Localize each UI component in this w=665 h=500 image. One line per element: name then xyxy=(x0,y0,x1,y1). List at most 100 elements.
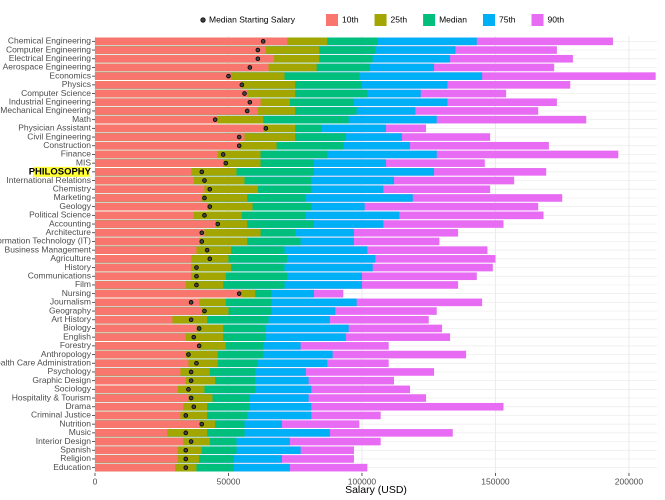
x-tick-label: 50000 xyxy=(217,476,241,486)
y-tick-label: International Relations xyxy=(6,175,91,185)
bar xyxy=(95,420,200,428)
bar xyxy=(95,185,205,194)
bar xyxy=(95,298,200,307)
y-tick-label: Math xyxy=(72,114,91,124)
bar xyxy=(95,54,274,63)
bar xyxy=(95,107,258,115)
median-marker xyxy=(196,326,202,331)
median-marker xyxy=(183,465,189,470)
median-marker xyxy=(202,213,207,218)
bar xyxy=(95,463,176,472)
median-marker xyxy=(223,160,229,166)
y-tick-label: History xyxy=(65,262,92,272)
bar xyxy=(95,385,178,394)
y-tick-label: Forestry xyxy=(60,340,92,350)
bar xyxy=(95,46,266,54)
bar xyxy=(95,402,184,411)
median-marker xyxy=(186,387,191,392)
bar xyxy=(95,281,186,289)
bar xyxy=(95,333,186,341)
legend-swatch xyxy=(374,14,387,26)
y-tick-label: Spanish xyxy=(60,445,91,455)
bar xyxy=(95,98,261,107)
median-marker xyxy=(183,413,189,418)
median-marker xyxy=(202,308,207,314)
legend-swatch xyxy=(482,14,495,26)
median-marker xyxy=(260,39,266,44)
y-tick-label: Sociology xyxy=(54,384,92,394)
y-tick-label: Physician Assistant xyxy=(18,123,91,133)
median-marker xyxy=(188,300,194,305)
legend-swatch xyxy=(531,14,544,26)
y-tick-label: Interior Design xyxy=(36,436,92,446)
median-marker xyxy=(247,65,253,70)
median-marker xyxy=(236,291,242,296)
bar xyxy=(95,324,197,333)
median-marker xyxy=(215,221,221,227)
y-tick-label: Mechanical Engineering xyxy=(0,105,91,115)
y-tick-label: Political Science xyxy=(29,210,91,220)
y-tick-label: Art History xyxy=(51,314,91,324)
bar xyxy=(95,176,194,185)
median-marker xyxy=(199,230,205,236)
median-marker xyxy=(207,186,213,192)
median-marker xyxy=(202,195,207,201)
median-marker xyxy=(207,204,213,209)
y-tick-label: Construction xyxy=(43,140,91,150)
y-tick-label: Music xyxy=(69,427,92,437)
median-marker xyxy=(188,378,194,383)
median-marker xyxy=(199,239,205,244)
bar xyxy=(95,307,202,315)
x-tick-label: 150000 xyxy=(481,476,510,486)
y-tick-label: Economics xyxy=(49,70,91,80)
median-marker xyxy=(194,273,199,279)
y-tick-label: Architecture xyxy=(46,227,92,237)
legend: Median Starting Salary 10th 25th Median 75th… xyxy=(200,14,565,26)
median-marker xyxy=(183,430,189,436)
bar xyxy=(95,89,248,98)
y-tick-label: Education xyxy=(53,462,91,472)
legend-swatch xyxy=(423,14,436,26)
y-tick-label: Religion xyxy=(60,453,91,463)
bar xyxy=(95,37,288,46)
y-tick-label: Electrical Engineering xyxy=(9,53,91,63)
median-marker xyxy=(188,369,194,375)
bar xyxy=(95,211,194,220)
legend-label: 10th xyxy=(342,14,359,24)
median-marker xyxy=(183,447,189,453)
y-tick-label: Industrial Engineering xyxy=(9,97,91,107)
x-tick-label: 0 xyxy=(93,476,98,486)
bar xyxy=(95,411,181,420)
y-tick-label: Anthropology xyxy=(41,349,92,359)
y-tick-label: Physics xyxy=(62,79,91,89)
bar xyxy=(95,272,192,281)
legend-marker xyxy=(200,17,206,23)
median-marker xyxy=(191,334,197,340)
x-tick-label: 200000 xyxy=(615,476,644,486)
y-tick-label: Finance xyxy=(61,149,92,159)
median-marker xyxy=(207,256,213,262)
bar xyxy=(95,141,240,150)
bar xyxy=(95,63,269,72)
median-marker xyxy=(199,169,205,175)
median-marker xyxy=(242,91,247,96)
bar xyxy=(95,194,202,202)
median-marker xyxy=(255,47,261,53)
bar xyxy=(95,220,216,228)
bar xyxy=(95,289,242,298)
bar xyxy=(95,437,184,446)
median-marker xyxy=(186,352,191,357)
bar xyxy=(95,455,178,463)
median-marker xyxy=(220,152,226,157)
y-tick-label: Civil Engineering xyxy=(27,131,91,141)
y-tick-label: Communications xyxy=(28,271,91,281)
bar xyxy=(95,342,200,350)
bar xyxy=(95,150,218,159)
legend-label: Median Starting Salary xyxy=(209,14,296,24)
y-tick-label: Agriculture xyxy=(50,253,91,263)
y-tick-label: Health Care Administration xyxy=(0,358,91,368)
y-tick-label: PHILOSOPHY xyxy=(29,166,92,177)
legend-label: 90th xyxy=(548,14,565,24)
median-marker xyxy=(244,108,250,114)
